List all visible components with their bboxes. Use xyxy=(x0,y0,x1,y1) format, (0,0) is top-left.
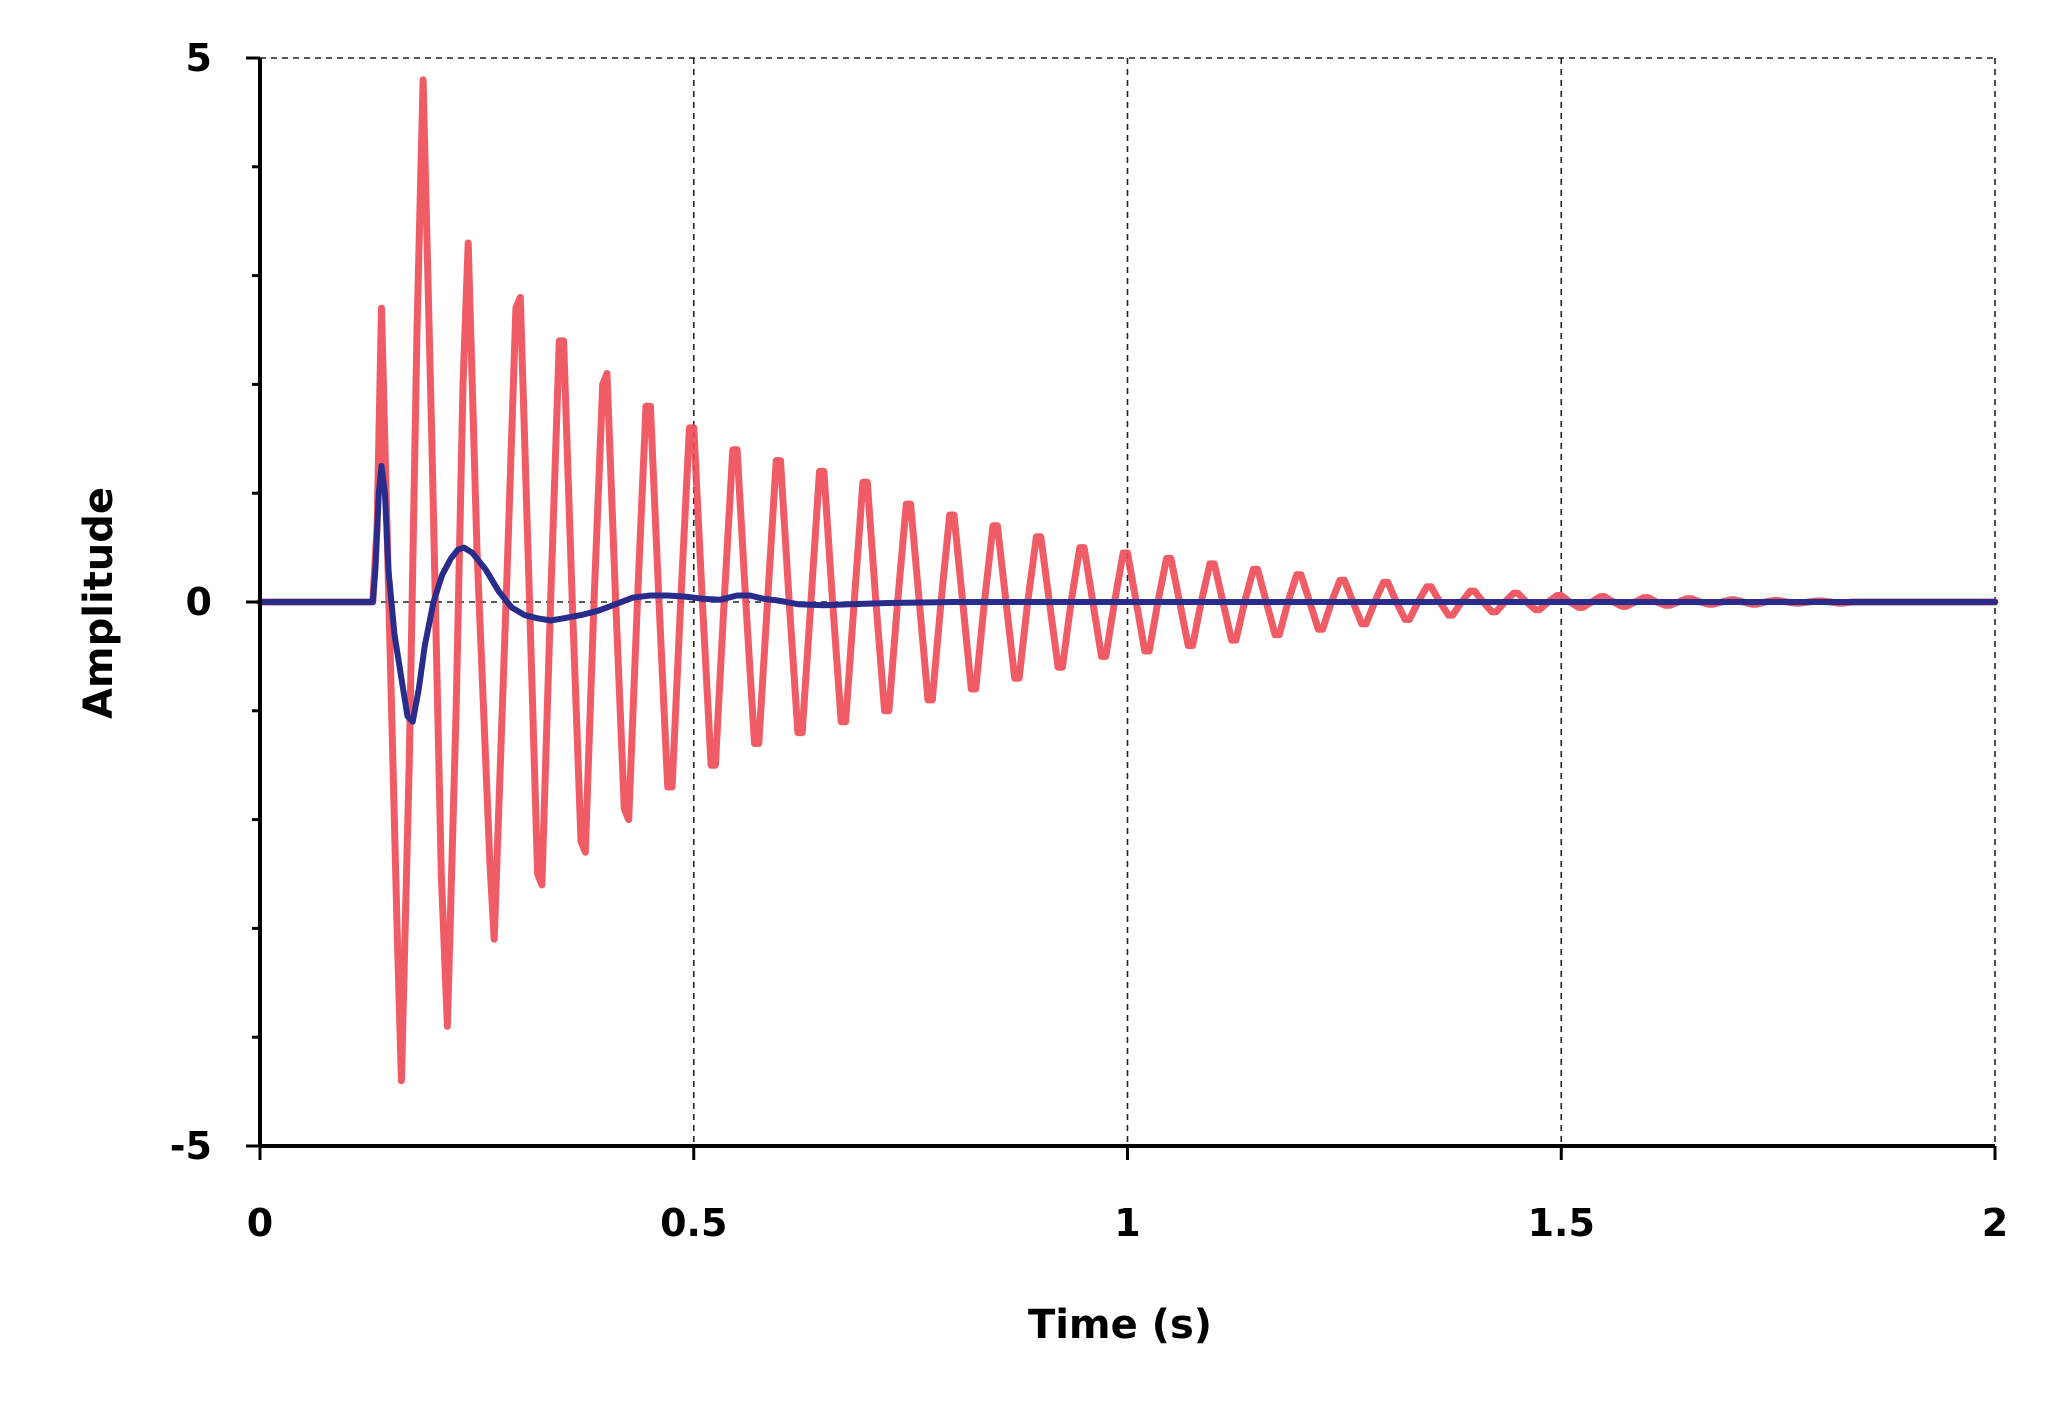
tick-labels: -5 0 5 0 0.5 1 1.5 2 xyxy=(170,36,2008,1245)
series-line-2 xyxy=(257,463,1998,725)
x-tick-label: 1 xyxy=(1114,1201,1140,1245)
y-tick-label: 0 xyxy=(186,580,212,624)
x-tick-label: 1.5 xyxy=(1528,1201,1595,1245)
y-tick-label: -5 xyxy=(170,1124,212,1168)
series-layer xyxy=(256,76,1999,1085)
x-tick-label: 0.5 xyxy=(660,1201,727,1245)
y-axis-title: Amplitude xyxy=(76,487,122,719)
x-axis-title: Time (s) xyxy=(1028,1302,1212,1348)
x-tick-label: 0 xyxy=(247,1201,273,1245)
axes xyxy=(246,56,1997,1160)
y-tick-label: 5 xyxy=(186,36,212,80)
x-tick-label: 2 xyxy=(1982,1201,2008,1245)
